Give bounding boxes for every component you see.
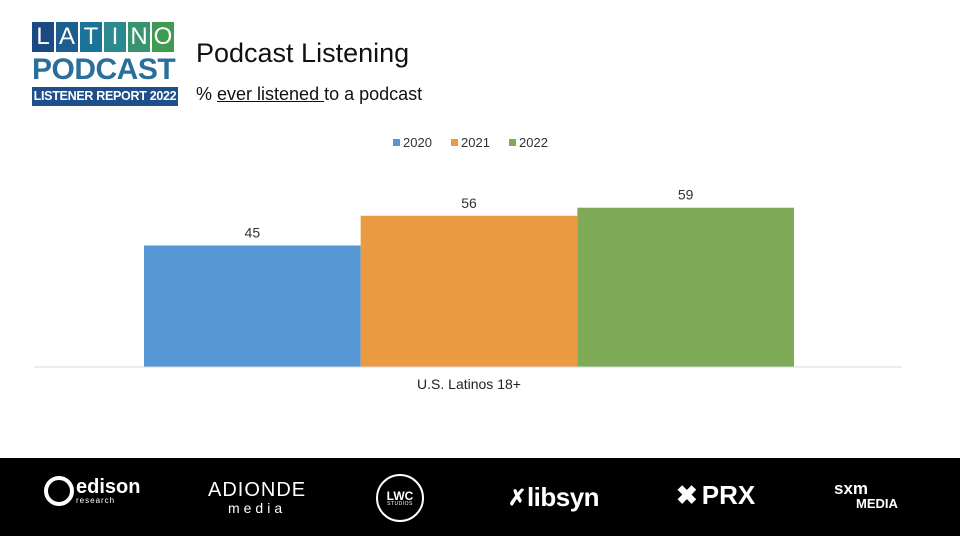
subtitle-underlined: ever listened bbox=[217, 84, 325, 104]
bar bbox=[144, 245, 361, 367]
libsyn-mark-icon: ✗ bbox=[508, 484, 526, 510]
page-title: Podcast Listening bbox=[196, 38, 410, 68]
bar-chart: 2020 2021 2022 45 56 59 U.S. Latinos 18+ bbox=[34, 135, 902, 392]
category-label: U.S. Latinos 18+ bbox=[417, 376, 521, 392]
edison-sub: research bbox=[76, 496, 116, 505]
bar bbox=[360, 215, 578, 367]
edison-research-logo: edison research bbox=[44, 476, 140, 506]
data-label: 45 bbox=[245, 225, 261, 241]
legend-label: 2021 bbox=[461, 135, 490, 150]
sxm-sub: MEDIA bbox=[856, 496, 898, 511]
footer-bottom-strip bbox=[0, 536, 960, 540]
page-subtitle: % ever listened to a podcast bbox=[196, 84, 422, 105]
libsyn-logo: ✗ libsyn bbox=[508, 482, 600, 513]
adionde-media-logo: ADIONDE media bbox=[208, 480, 306, 515]
prx-name: PRX bbox=[701, 480, 756, 510]
lwc-studios-logo: LWC STUDIOS bbox=[376, 474, 424, 522]
legend-swatch bbox=[509, 139, 516, 146]
edison-name: edison bbox=[76, 476, 141, 498]
edison-mark-icon bbox=[44, 476, 74, 506]
logo-letter: O bbox=[152, 22, 174, 52]
bar bbox=[577, 207, 794, 367]
logo-letter: I bbox=[104, 22, 126, 52]
sxm-name: sxm bbox=[834, 479, 869, 498]
lwc-sub: STUDIOS bbox=[387, 500, 413, 507]
sponsor-footer: edison research ADIONDE media LWC STUDIO… bbox=[0, 458, 960, 536]
prx-mark-icon: ✖ bbox=[676, 480, 698, 510]
data-label: 56 bbox=[461, 195, 477, 211]
prx-logo: ✖ PRX bbox=[676, 480, 755, 511]
adionde-sub: media bbox=[227, 500, 287, 516]
logo-letter: T bbox=[80, 22, 102, 52]
logo-word: PODCAST bbox=[32, 53, 176, 86]
legend-label: 2020 bbox=[403, 135, 432, 150]
data-label: 59 bbox=[678, 187, 694, 203]
report-logo: L A T I N O PODCAST LISTENER REPORT 2022 bbox=[32, 22, 178, 112]
sxm-media-logo: sxm MEDIA bbox=[834, 480, 898, 510]
logo-letter: A bbox=[56, 22, 78, 52]
logo-letter: L bbox=[32, 22, 54, 52]
logo-letter: N bbox=[128, 22, 150, 52]
subtitle-prefix: % bbox=[196, 84, 218, 104]
adionde-name: ADIONDE bbox=[208, 479, 307, 501]
subtitle-suffix: to a podcast bbox=[324, 84, 423, 104]
lwc-name: LWC bbox=[386, 488, 414, 503]
legend-swatch bbox=[393, 139, 400, 146]
libsyn-name: libsyn bbox=[526, 482, 600, 512]
legend-label: 2022 bbox=[519, 135, 548, 150]
logo-report-banner: LISTENER REPORT 2022 bbox=[32, 87, 178, 106]
logo-letters: L A T I N O bbox=[32, 22, 178, 54]
legend-swatch bbox=[451, 139, 458, 146]
